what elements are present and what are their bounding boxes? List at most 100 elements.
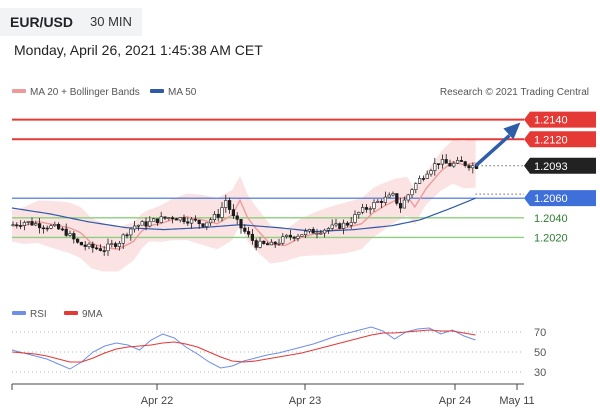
candle-body <box>91 243 95 249</box>
candle-body <box>421 178 426 180</box>
bollinger-band <box>12 138 476 272</box>
candle-body <box>296 235 300 239</box>
candle-body <box>463 161 467 166</box>
candle-body <box>330 224 334 229</box>
candle-body <box>353 214 357 223</box>
legend-swatch-ma20 <box>12 89 26 93</box>
candle-body <box>417 178 422 184</box>
candle-body <box>281 236 285 244</box>
candle-body <box>212 213 217 221</box>
candle-body <box>220 207 224 218</box>
legend-swatch-ma50 <box>150 89 164 93</box>
candle-body <box>254 240 258 248</box>
candle-body <box>186 221 190 224</box>
candle-body <box>338 223 342 229</box>
price-label: 1.2093 <box>534 161 568 173</box>
candle-body <box>125 234 129 237</box>
legend-label-ma50: MA 50 <box>168 87 197 98</box>
timestamp: Monday, April 26, 2021 1:45:38 AM CET <box>14 42 263 58</box>
candle-body <box>178 217 182 221</box>
candle-body <box>349 222 353 226</box>
candle-body <box>64 228 68 236</box>
price-label: 1.2140 <box>534 115 568 127</box>
candle-body <box>197 219 201 224</box>
candle-body <box>152 218 156 222</box>
candle-body <box>471 165 475 169</box>
candle-body <box>79 241 83 246</box>
candle-body <box>190 218 194 224</box>
candle-body <box>228 200 232 210</box>
x-tick-label: Apr 23 <box>289 395 321 407</box>
rsi-line <box>11 326 476 370</box>
price-label: 1.2020 <box>534 232 568 244</box>
candle-body <box>372 202 376 209</box>
candle-body <box>387 194 391 198</box>
candle-body <box>341 222 346 229</box>
time-axis: Apr 22 Apr 23 Apr 24 May 11 <box>11 383 535 407</box>
candle-body <box>209 219 213 224</box>
legend-swatch-9ma <box>64 311 78 315</box>
candle-body <box>467 165 471 169</box>
candle-body <box>440 159 445 165</box>
candle-body <box>95 247 99 250</box>
candle-body <box>273 241 277 245</box>
candle-body <box>455 160 460 164</box>
candle-body <box>284 234 289 237</box>
candle-body <box>148 220 152 227</box>
candle-body <box>87 243 91 247</box>
candle-body <box>22 222 27 226</box>
candle-body <box>167 217 171 219</box>
candle-body <box>37 223 42 229</box>
candle-body <box>376 201 380 203</box>
legend-label-rsi: RSI <box>30 309 47 320</box>
candle-body <box>117 243 121 247</box>
candle-body <box>53 223 57 227</box>
x-tick-label: Apr 24 <box>439 395 471 407</box>
price-plot-area: 1.2140 1.2120 1.2093 1.2060 1.2040 1.2020 <box>11 111 596 272</box>
candle-body <box>136 224 141 227</box>
candle-body <box>216 213 220 218</box>
candle-body <box>174 218 179 221</box>
candle-body <box>292 236 296 239</box>
candle-body <box>45 227 49 230</box>
x-tick-label: Apr 22 <box>141 395 173 407</box>
rsi-plot-area: 70 50 30 <box>11 326 546 379</box>
candle-body <box>193 218 198 221</box>
rsi-tick-label: 30 <box>534 367 546 379</box>
candle-body <box>34 223 38 226</box>
candle-body <box>334 223 338 226</box>
candle-body <box>345 222 350 226</box>
candle-body <box>56 223 61 230</box>
candle-body <box>398 203 403 209</box>
candle-body <box>368 208 372 210</box>
candle-body <box>144 221 148 227</box>
symbol-badge[interactable]: EUR/USD <box>0 8 84 36</box>
candle-body <box>395 193 399 204</box>
candle-body <box>406 194 410 201</box>
candle-body <box>155 218 160 223</box>
candle-body <box>110 243 114 245</box>
candle-body <box>231 209 236 217</box>
candle-body <box>288 234 293 238</box>
rsi-tick-label: 50 <box>534 347 546 359</box>
chart-header: EUR/USD 30 MIN <box>0 0 600 38</box>
candle-body <box>30 221 34 226</box>
candle-body <box>322 229 327 234</box>
candle-body <box>114 243 118 247</box>
forecast-arrow-shaft <box>474 134 511 168</box>
price-label-box <box>524 131 596 148</box>
copyright-text: Research © 2021 Trading Central <box>440 87 589 98</box>
candle-body <box>425 173 429 179</box>
candle-body <box>315 232 319 235</box>
candle-body <box>182 217 186 223</box>
candle-body <box>68 233 72 236</box>
candle-body <box>11 224 15 227</box>
candle-body <box>250 233 255 241</box>
candle-body <box>277 242 281 245</box>
candle-body <box>163 216 167 219</box>
candle-body <box>383 196 388 203</box>
timeframe-badge[interactable]: 30 MIN <box>80 8 142 36</box>
candle-body <box>391 193 395 196</box>
candle-body <box>129 228 133 236</box>
